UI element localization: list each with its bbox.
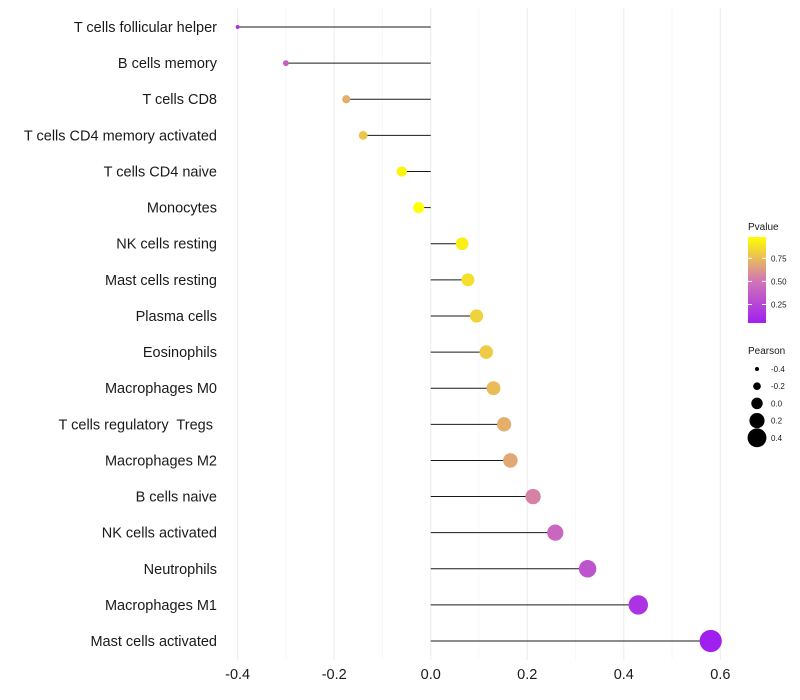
category-label: NK cells resting bbox=[116, 237, 217, 253]
pearson-legend-label: -0.2 bbox=[771, 382, 785, 391]
pearson-legend-dot bbox=[755, 367, 759, 371]
pearson-legend-dot bbox=[747, 428, 767, 448]
lollipop-dot bbox=[358, 130, 368, 140]
category-label: T cells CD8 bbox=[142, 92, 217, 108]
pearson-legend-label: 0.0 bbox=[771, 399, 783, 408]
category-label: B cells naive bbox=[136, 490, 217, 506]
category-label: Macrophages M2 bbox=[105, 453, 217, 469]
x-tick-label: 0.2 bbox=[517, 667, 537, 683]
lollipop-dot bbox=[628, 595, 649, 615]
x-tick-label: 0.6 bbox=[710, 667, 730, 683]
pearson-legend-label: 0.4 bbox=[771, 434, 783, 443]
colorbar-tick-label: 0.50 bbox=[771, 277, 787, 286]
pearson-legend: Pearson -0.4 -0.2 0.0 0.2 0.4 bbox=[747, 346, 785, 448]
lollipop-dot bbox=[342, 95, 351, 104]
category-labels: T cells follicular helper B cells memory T… bbox=[24, 20, 218, 650]
pvalue-legend: Pvalue 0.25 0.50 0.75 bbox=[748, 222, 787, 323]
category-label: Eosinophils bbox=[143, 345, 217, 361]
category-label: T cells CD4 naive bbox=[104, 164, 217, 180]
lollipop-dot bbox=[503, 453, 518, 468]
x-tick-label: -0.4 bbox=[225, 667, 250, 683]
category-label: Mast cells activated bbox=[90, 634, 217, 650]
x-tick-label: 0.0 bbox=[421, 667, 441, 683]
lollipop-dot bbox=[455, 237, 469, 251]
colorbar-tick-label: 0.25 bbox=[771, 301, 787, 310]
colorbar-tick-label: 0.75 bbox=[771, 254, 787, 263]
category-label: B cells memory bbox=[118, 56, 218, 72]
pearson-legend-dot bbox=[753, 382, 761, 391]
category-label: NK cells activated bbox=[102, 526, 217, 542]
x-axis-tick-labels: -0.4 -0.2 0.0 0.2 0.4 0.6 bbox=[225, 667, 730, 683]
x-tick-label: 0.4 bbox=[614, 667, 634, 683]
lollipop-stems bbox=[237, 26, 711, 642]
x-tick-label: -0.2 bbox=[322, 667, 347, 683]
lollipop-dot bbox=[461, 273, 475, 287]
pearson-legend-label: -0.4 bbox=[771, 365, 785, 374]
lollipop-dot bbox=[699, 629, 722, 653]
pearson-legend-label: 0.2 bbox=[771, 417, 783, 426]
category-label: Plasma cells bbox=[136, 309, 217, 325]
pvalue-colorbar bbox=[748, 237, 766, 323]
pearson-legend-title: Pearson bbox=[748, 346, 785, 357]
lollipop-dot bbox=[396, 166, 407, 177]
category-label: T cells follicular helper bbox=[74, 20, 217, 36]
lollipop-dot bbox=[578, 560, 597, 578]
category-label: Mast cells resting bbox=[105, 273, 217, 289]
category-label: T cells regulatory Tregs bbox=[59, 417, 218, 433]
pearson-legend-dot bbox=[749, 413, 765, 429]
pearson-legend-dot bbox=[751, 397, 763, 410]
lollipop-dot bbox=[525, 488, 541, 505]
lollipop-dots bbox=[235, 25, 722, 653]
lollipop-dot bbox=[479, 345, 494, 359]
lollipop-dot bbox=[486, 381, 501, 396]
lollipop-dot bbox=[413, 202, 425, 214]
lollipop-dot bbox=[469, 309, 484, 323]
lollipop-dot bbox=[547, 524, 564, 541]
category-label: Monocytes bbox=[147, 201, 217, 217]
pvalue-legend-title: Pvalue bbox=[748, 222, 779, 233]
lollipop-dot bbox=[235, 25, 240, 29]
vertical-gridlines bbox=[237, 8, 721, 660]
lollipop-dot bbox=[282, 60, 289, 67]
category-label: Neutrophils bbox=[144, 562, 217, 578]
category-label: T cells CD4 memory activated bbox=[24, 128, 217, 144]
lollipop-dot bbox=[496, 417, 512, 432]
category-label: Macrophages M0 bbox=[105, 381, 217, 397]
category-label: Macrophages M1 bbox=[105, 598, 217, 614]
